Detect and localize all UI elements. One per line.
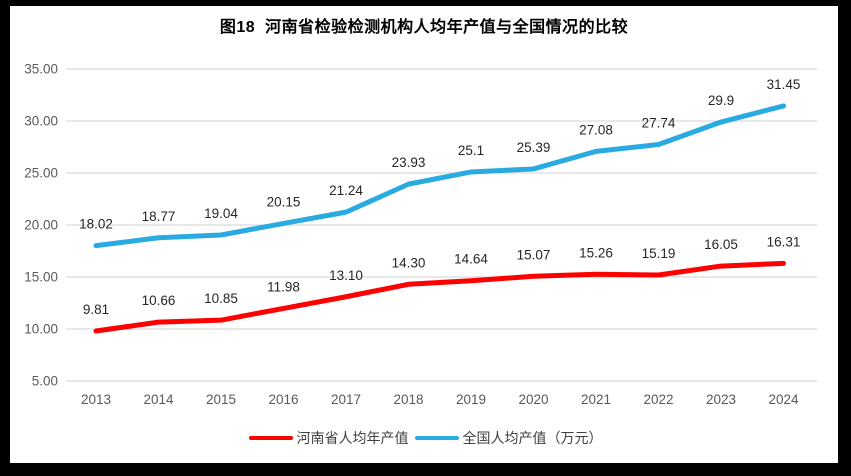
x-axis-tick: 2015 xyxy=(206,392,236,407)
x-axis-tick: 2024 xyxy=(768,392,799,407)
x-axis-tick: 2014 xyxy=(143,392,174,407)
data-label-0: 15.19 xyxy=(642,246,676,261)
y-axis-tick: 15.00 xyxy=(24,270,58,285)
data-label-0: 11.98 xyxy=(267,279,300,294)
data-label-0: 16.31 xyxy=(767,234,801,249)
legend-item-national: 全国人均产值（万元） xyxy=(414,428,603,448)
x-axis-tick: 2013 xyxy=(81,392,111,407)
data-label-0: 9.81 xyxy=(83,302,109,317)
chart-background xyxy=(10,6,838,463)
data-label-0: 10.66 xyxy=(142,293,176,308)
data-label-0: 15.07 xyxy=(517,247,551,262)
data-label-0: 14.30 xyxy=(392,255,426,270)
x-axis-tick: 2023 xyxy=(706,392,736,407)
data-label-1: 25.1 xyxy=(458,143,484,158)
x-axis-tick: 2016 xyxy=(268,392,298,407)
series-line-1 xyxy=(93,103,786,249)
x-axis-tick: 2020 xyxy=(518,392,548,407)
legend-label-national: 全国人均产值（万元） xyxy=(462,430,603,446)
data-label-1: 19.04 xyxy=(204,206,238,221)
x-axis-tick: 2021 xyxy=(581,392,611,407)
y-axis-tick: 5.00 xyxy=(32,374,58,389)
data-label-0: 13.10 xyxy=(329,268,363,283)
legend-line-henan-icon xyxy=(248,435,293,441)
chart-title: 图18 河南省检验检测机构人均年产值与全国情况的比较 xyxy=(219,19,629,36)
y-axis-tick: 10.00 xyxy=(24,322,58,337)
data-label-1: 27.74 xyxy=(642,116,676,131)
y-axis-tick: 35.00 xyxy=(24,62,58,77)
y-axis-tick: 20.00 xyxy=(24,218,58,233)
data-label-1: 20.15 xyxy=(267,194,301,209)
y-axis-tick: 30.00 xyxy=(24,114,58,129)
data-label-0: 16.05 xyxy=(704,237,738,252)
x-axis-tick: 2019 xyxy=(456,392,486,407)
data-label-1: 31.45 xyxy=(767,77,801,92)
series-line-0 xyxy=(93,260,786,334)
data-label-1: 18.77 xyxy=(142,209,176,224)
legend-line-national-icon xyxy=(414,435,459,441)
data-label-1: 25.39 xyxy=(517,140,551,155)
x-axis-tick: 2017 xyxy=(331,392,361,407)
data-label-1: 18.02 xyxy=(79,217,113,232)
data-label-0: 10.85 xyxy=(204,291,238,306)
x-axis-tick: 2018 xyxy=(393,392,423,407)
y-axis-tick: 25.00 xyxy=(24,166,58,181)
x-axis-tick: 2022 xyxy=(643,392,673,407)
data-label-1: 23.93 xyxy=(392,155,426,170)
data-label-0: 14.64 xyxy=(454,252,488,267)
data-label-1: 27.08 xyxy=(579,122,613,137)
data-label-1: 21.24 xyxy=(329,183,363,198)
data-label-1: 29.9 xyxy=(708,93,734,108)
legend-label-henan: 河南省人均年产值 xyxy=(296,430,409,446)
data-label-0: 15.26 xyxy=(579,245,613,260)
legend: 河南省人均年产值 全国人均产值（万元） xyxy=(0,428,851,448)
legend-item-henan: 河南省人均年产值 xyxy=(248,428,409,448)
